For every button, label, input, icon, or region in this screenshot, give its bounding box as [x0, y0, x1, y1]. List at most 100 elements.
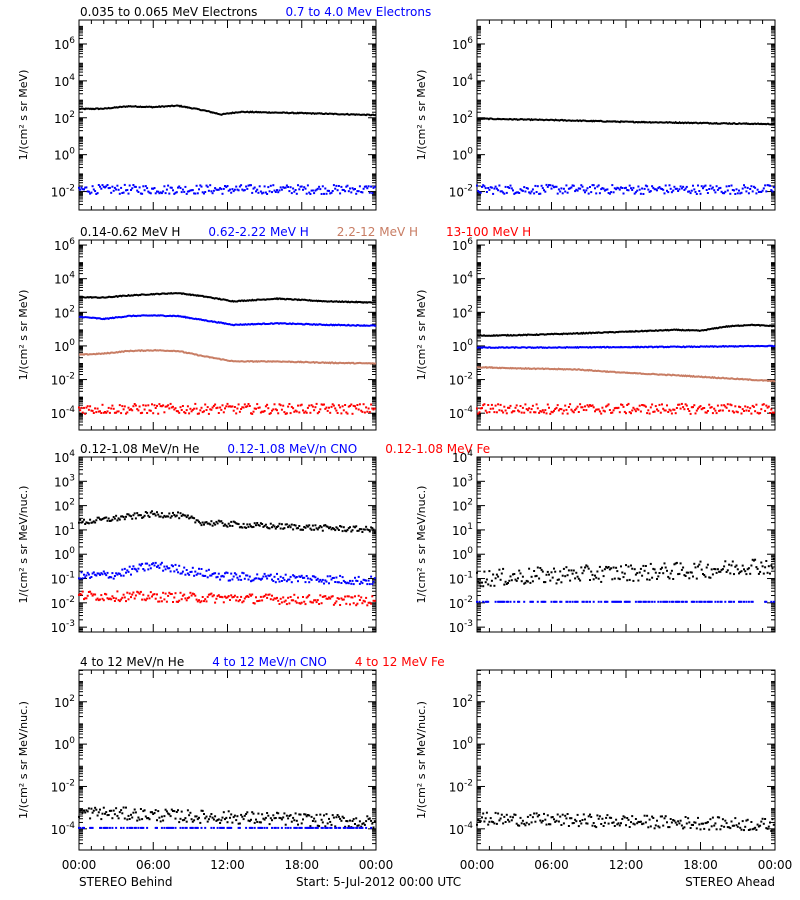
data-point [101, 518, 104, 520]
data-point [81, 411, 84, 414]
data-point [328, 406, 330, 409]
panel-title: 0.12-1.08 MeV/n He 0.12-1.08 MeV/n CNO 0.1… [80, 442, 490, 456]
series-line [476, 323, 776, 338]
data-point [231, 405, 234, 408]
data-point [625, 824, 627, 827]
data-point [156, 819, 158, 822]
data-point [517, 409, 519, 412]
data-point [195, 573, 198, 576]
data-point [106, 184, 109, 186]
data-point [720, 568, 723, 571]
data-point [510, 819, 513, 822]
data-point [259, 190, 262, 193]
series-line [476, 344, 776, 350]
data-point [266, 812, 269, 814]
data-point [536, 566, 539, 569]
data-point [282, 186, 285, 189]
data-point [314, 576, 317, 579]
data-point [628, 411, 631, 414]
data-point [520, 189, 523, 192]
data-point [207, 189, 210, 192]
data-point [513, 813, 516, 816]
data-point [262, 410, 265, 413]
data-point [367, 579, 370, 582]
data-point [684, 600, 687, 603]
data-point [345, 820, 348, 822]
data-point [126, 411, 129, 414]
data-point [373, 407, 376, 410]
data-point [505, 583, 508, 585]
data-point [146, 817, 149, 820]
data-point [729, 192, 732, 195]
data-point [485, 811, 488, 814]
data-point [500, 600, 503, 603]
data-point [226, 402, 229, 405]
data-point [110, 519, 113, 522]
data-point [268, 527, 271, 530]
data-point [622, 815, 625, 818]
data-point [238, 185, 241, 188]
data-point [240, 525, 243, 528]
data-point [262, 817, 265, 820]
data-point [255, 190, 257, 193]
data-point [190, 826, 193, 829]
data-point [754, 410, 757, 413]
data-point [702, 573, 704, 575]
data-point [209, 184, 212, 187]
data-point [148, 564, 151, 567]
data-point [556, 192, 559, 195]
data-point [298, 575, 301, 578]
data-point [755, 566, 758, 569]
data-point [236, 407, 239, 410]
data-point [487, 404, 490, 406]
data-point [191, 189, 194, 192]
data-point [484, 817, 487, 820]
data-point [79, 809, 82, 812]
data-point [606, 600, 609, 603]
data-point [217, 188, 220, 191]
data-point [603, 410, 606, 413]
data-point [136, 189, 139, 192]
data-point [86, 405, 89, 408]
data-point [687, 408, 690, 410]
x-tick-label: 18:00 [284, 858, 319, 872]
data-point [554, 185, 557, 188]
y-tick-label: 101 [452, 522, 473, 538]
data-point [118, 572, 121, 575]
data-point [125, 806, 127, 809]
data-point [324, 187, 327, 190]
data-point [219, 578, 222, 581]
footer-right: STEREO Ahead [685, 875, 775, 889]
data-point [122, 516, 125, 518]
data-point [771, 818, 774, 821]
data-point [178, 599, 181, 602]
data-point [567, 406, 570, 408]
title-segment: 0.62-2.22 MeV H [208, 225, 308, 239]
data-point [308, 826, 311, 829]
data-point [657, 600, 660, 603]
data-point [550, 600, 553, 603]
data-point [564, 575, 567, 578]
data-point [623, 600, 626, 603]
data-point [248, 820, 251, 823]
data-point [113, 600, 116, 602]
data-point [293, 524, 296, 526]
data-point [713, 568, 716, 570]
data-point [288, 578, 291, 581]
data-point [180, 598, 183, 601]
data-point [347, 190, 350, 193]
data-point [232, 190, 235, 193]
data-point [81, 590, 84, 593]
data-point [247, 819, 250, 822]
data-point [690, 406, 693, 409]
data-point [718, 187, 721, 190]
data-point [528, 823, 531, 826]
data-point [483, 403, 486, 406]
data-point [295, 192, 298, 195]
data-point [510, 579, 513, 582]
data-point [211, 595, 214, 598]
data-point [500, 572, 503, 575]
data-point [273, 189, 276, 192]
data-point [680, 187, 683, 190]
data-point [108, 520, 111, 522]
